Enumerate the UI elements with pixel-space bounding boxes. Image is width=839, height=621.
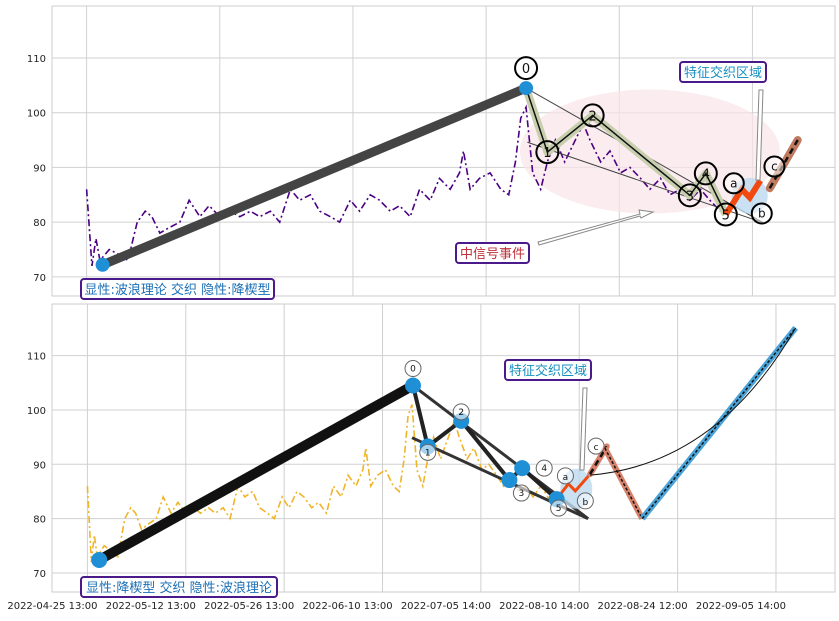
plot-area bbox=[51, 303, 836, 593]
abc-label-circle bbox=[587, 437, 605, 455]
pattern-label-box bbox=[80, 278, 275, 300]
y-tick-label: 70 bbox=[33, 273, 46, 284]
x-tick-label: 2022-05-26 13:00 bbox=[204, 601, 294, 612]
abc-label: b bbox=[582, 498, 588, 508]
projection-up-line bbox=[641, 327, 797, 520]
price-line bbox=[85, 104, 722, 267]
y-tick-label: 110 bbox=[27, 352, 46, 363]
wave-start-segment bbox=[96, 381, 416, 565]
wave-label: 5 bbox=[722, 208, 730, 223]
event-arrow bbox=[537, 209, 655, 246]
wave-point bbox=[405, 377, 422, 394]
abc-line bbox=[723, 178, 763, 217]
wave-label: 0 bbox=[410, 365, 416, 375]
wave-label: 2 bbox=[458, 408, 464, 418]
zone-label-box bbox=[679, 61, 767, 83]
abc-label: a bbox=[563, 473, 569, 483]
abc-label: c bbox=[594, 443, 599, 453]
x-tick-label: 2022-08-24 12:00 bbox=[598, 601, 688, 612]
wave-point bbox=[501, 472, 518, 489]
wave-label-circle bbox=[580, 103, 605, 128]
wave-label: 2 bbox=[589, 109, 597, 124]
wave-start-segment bbox=[100, 83, 528, 269]
wave-label-circle bbox=[535, 140, 560, 165]
pattern-label-box bbox=[80, 576, 278, 598]
abc-label: a bbox=[730, 176, 737, 190]
wave-label-circle bbox=[514, 56, 539, 81]
abc-label-circle bbox=[556, 467, 574, 485]
wave-point bbox=[95, 257, 110, 272]
abc-label: b bbox=[758, 207, 766, 221]
wave-label: 5 bbox=[556, 504, 562, 514]
wave-point bbox=[91, 551, 108, 568]
y-tick-label: 80 bbox=[33, 218, 46, 229]
projection-down-line bbox=[604, 447, 643, 519]
wave-label: 0 bbox=[522, 62, 530, 77]
wave-label: 1 bbox=[425, 448, 431, 458]
subplot-1: 70 80 90 100 110 0 1 2 34 5 a b c 显性:波浪理论 交织 隐性:降楔型 特征… bbox=[27, 5, 836, 300]
wave-point bbox=[514, 460, 531, 477]
wave-label-circle bbox=[550, 499, 568, 517]
x-tick-label: 2022-06-10 13:00 bbox=[302, 601, 392, 612]
x-tick-label: 2022-04-25 13:00 bbox=[7, 601, 97, 612]
wave-label-circle bbox=[452, 403, 470, 421]
price-line bbox=[86, 404, 557, 563]
y-tick-label: 90 bbox=[33, 460, 46, 471]
y-tick-label: 110 bbox=[27, 54, 46, 65]
wave-label: 4 bbox=[541, 464, 547, 474]
zone-label-box bbox=[504, 359, 592, 381]
wave-label-circle bbox=[677, 183, 702, 208]
event-label: 中信号事件 bbox=[460, 247, 525, 262]
y-tick-label: 100 bbox=[27, 109, 46, 120]
zone-arrow bbox=[755, 89, 764, 181]
y-tick-label: 90 bbox=[33, 163, 46, 174]
x-tick-label: 2022-08-10 14:00 bbox=[499, 601, 589, 612]
wave-label-circle bbox=[535, 459, 553, 477]
wave-point bbox=[519, 81, 534, 96]
zone-label: 特征交织区域 bbox=[509, 363, 587, 379]
wave-label: 4 bbox=[702, 167, 710, 182]
wave-label-circle bbox=[713, 202, 738, 227]
event-label-box bbox=[455, 242, 530, 264]
y-tick-label: 80 bbox=[33, 515, 46, 526]
abc-label-circle bbox=[722, 172, 745, 195]
subplot-2: 70 80 90 100 110 2022-04-25 13:00 2022-05-12 1… bbox=[7, 303, 836, 612]
pattern-label: 显性:波浪理论 交织 隐性:降楔型 bbox=[84, 282, 270, 298]
abc-line bbox=[555, 473, 592, 500]
c-extension-line bbox=[588, 445, 608, 475]
x-tick-label: 2022-05-12 13:00 bbox=[106, 601, 196, 612]
y-tick-label: 100 bbox=[27, 406, 46, 417]
wave-label: 1 bbox=[543, 146, 551, 161]
wave-label-circle bbox=[693, 161, 718, 186]
abc-label-circle bbox=[763, 155, 786, 178]
projection-arc bbox=[590, 327, 797, 476]
x-tick-label: 2022-09-05 14:00 bbox=[696, 601, 786, 612]
abc-label: c bbox=[771, 160, 778, 174]
wave-label-circle bbox=[404, 360, 422, 378]
zone-label: 特征交织区域 bbox=[684, 65, 762, 81]
wave-label-circle bbox=[419, 443, 437, 461]
abc-label-circle bbox=[750, 202, 773, 225]
zone-arrow bbox=[579, 387, 588, 471]
abc-label-circle bbox=[576, 492, 594, 510]
y-tick-label: 70 bbox=[33, 569, 46, 580]
x-tick-label: 2022-07-05 14:00 bbox=[401, 601, 491, 612]
pattern-label: 显性:降楔型 交织 隐性:波浪理论 bbox=[86, 580, 272, 596]
wave-label-circle bbox=[512, 484, 530, 502]
wave-label: 3 bbox=[519, 489, 525, 499]
wave-label: 3 bbox=[686, 189, 694, 204]
